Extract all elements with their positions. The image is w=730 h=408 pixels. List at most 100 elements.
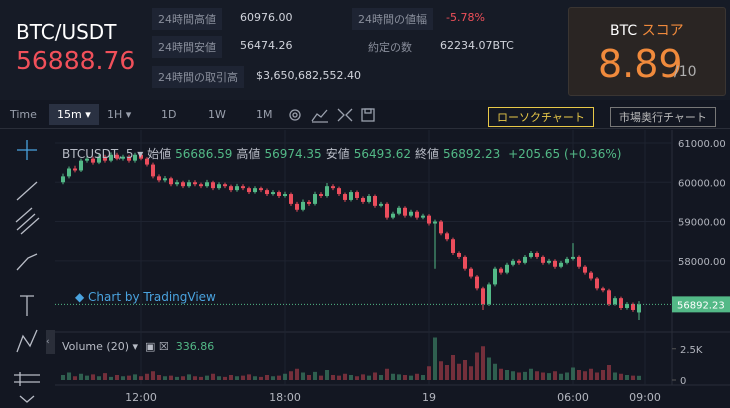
volume-bar	[127, 375, 131, 380]
candle-body	[373, 196, 377, 206]
volume-bar	[277, 375, 281, 380]
interval[interactable]: 1D	[161, 108, 177, 121]
score-accent: スコア	[641, 23, 684, 39]
volume-bar	[313, 371, 317, 380]
candle-body	[367, 196, 371, 202]
candle-body	[67, 168, 71, 177]
volume-legend: Volume (20) ▾ ▣ ☒ 336.86	[62, 340, 215, 353]
volume-bar	[331, 375, 335, 380]
drawing-tools[interactable]	[0, 130, 52, 408]
candle-body	[487, 284, 491, 305]
watermark: ◆ Chart by TradingView	[75, 290, 216, 304]
candle-body	[355, 192, 359, 198]
volume-bar	[583, 371, 587, 380]
candle-body	[205, 182, 209, 187]
candle-body	[163, 178, 167, 181]
candle-body	[427, 215, 431, 224]
volume-bar	[223, 376, 227, 380]
chart-legend: BTCUSDT, 5 ▾ 始値 56686.59 高値 56974.35 安値 56493…	[62, 147, 622, 161]
volume-bar	[529, 368, 533, 380]
candle-body	[601, 288, 605, 291]
candle-body	[193, 182, 197, 185]
volume-bar	[493, 363, 497, 380]
volume-bar	[103, 373, 107, 380]
candle-body	[115, 154, 119, 159]
volume-bar	[631, 375, 635, 380]
volume-bar	[409, 375, 413, 380]
volume-tick-label: 0	[680, 376, 686, 387]
candle-body	[349, 192, 353, 200]
candle-body	[637, 304, 641, 313]
volume-bar	[121, 376, 125, 380]
candle-body	[289, 194, 293, 204]
candle-body	[331, 186, 335, 189]
volume-bar	[169, 375, 173, 380]
candle-body	[157, 176, 161, 181]
volume-bar	[589, 368, 593, 380]
candle-body	[145, 158, 149, 165]
volume-bar	[565, 372, 569, 380]
candle-body	[475, 276, 479, 289]
volume-bar	[535, 371, 539, 380]
volume-bar	[151, 371, 155, 380]
volume-bar	[445, 365, 449, 380]
volume-bar	[601, 370, 605, 380]
axis-panel	[672, 130, 730, 408]
volume-bar	[559, 373, 563, 380]
volume-bar	[469, 366, 473, 380]
volume-bar	[175, 376, 179, 380]
interval[interactable]: 1M	[256, 108, 273, 121]
interval[interactable]: 15m ▾	[49, 104, 99, 125]
volume-bar	[199, 376, 203, 380]
toolbar-icons[interactable]	[286, 106, 378, 124]
candle-body	[469, 268, 473, 277]
candle-body	[481, 288, 485, 305]
volume-bar	[67, 372, 71, 380]
volume-bar	[271, 376, 275, 380]
candle-body	[463, 256, 467, 269]
candle-body	[493, 268, 497, 285]
candle-body	[241, 186, 245, 189]
volume-bar	[217, 376, 221, 380]
candle-body	[547, 260, 551, 263]
interval[interactable]: 1H ▾	[107, 108, 132, 121]
depth-button[interactable]: 市場奥行チャート	[610, 107, 716, 127]
pair: BTC/USDT	[16, 20, 117, 44]
candle-body	[397, 207, 401, 214]
volume-bar	[307, 375, 311, 380]
candle-button[interactable]: ローソクチャート	[488, 107, 594, 127]
volume-bar	[379, 375, 383, 380]
candle-body	[85, 158, 89, 161]
candle-body	[445, 233, 449, 240]
interval-text: 1H	[107, 108, 123, 121]
volume-bar	[571, 367, 575, 380]
stat-value: $3,650,682,552.40	[256, 69, 361, 82]
candle-body	[199, 184, 203, 187]
volume-bar	[229, 375, 233, 380]
volume-bar	[391, 373, 395, 380]
score-max: /10	[674, 64, 697, 80]
volume-bar	[265, 375, 269, 380]
collapse[interactable]: ‹	[46, 330, 55, 354]
volume-bar	[79, 373, 83, 380]
candle-body	[583, 266, 587, 273]
volume-bar	[577, 370, 581, 380]
candle-body	[253, 188, 257, 193]
interval[interactable]: 1W	[208, 108, 226, 121]
candle-body	[223, 184, 227, 187]
candle-body	[283, 194, 287, 197]
candle-body	[607, 290, 611, 305]
volume-bar	[133, 374, 137, 380]
stat-label: 24時間高値	[152, 8, 222, 30]
last-price-box	[672, 296, 730, 313]
stat-value: 60976.00	[240, 11, 293, 24]
candle-body	[61, 176, 65, 183]
candle-body	[619, 298, 623, 308]
volume-bar	[91, 374, 95, 380]
volume-bar	[187, 374, 191, 380]
toolbar	[0, 101, 730, 129]
volume-bar	[463, 360, 467, 380]
volume-bar	[457, 363, 461, 380]
candle-body	[127, 156, 131, 161]
volume-bar	[163, 376, 167, 380]
